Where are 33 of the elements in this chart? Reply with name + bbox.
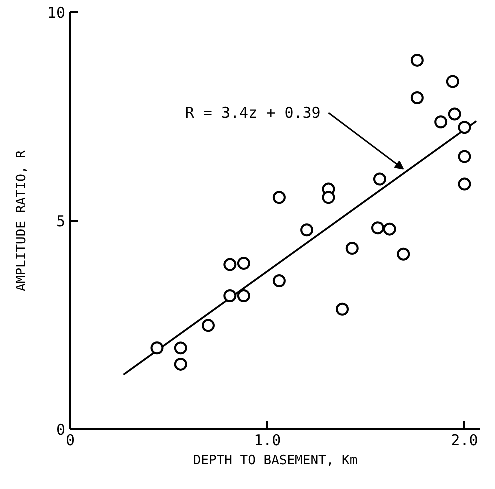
point xyxy=(458,150,472,164)
point xyxy=(224,258,237,272)
point xyxy=(410,91,424,104)
point xyxy=(237,257,250,270)
point xyxy=(458,121,472,134)
point xyxy=(410,54,424,67)
point xyxy=(446,75,460,88)
point xyxy=(458,178,472,191)
point xyxy=(397,248,410,261)
y-axis-title: AMPLITUDE RATIO, R xyxy=(14,150,30,292)
point xyxy=(372,222,384,235)
annotation: R = 3.4z + 0.39 xyxy=(185,104,321,122)
point xyxy=(237,290,250,303)
point xyxy=(174,342,188,355)
point xyxy=(346,242,359,256)
point xyxy=(322,191,336,204)
point xyxy=(336,302,350,316)
point xyxy=(448,108,462,121)
point xyxy=(300,224,314,237)
point xyxy=(272,191,286,204)
point xyxy=(174,358,188,371)
x-axis-title: DEPTH TO BASEMENT, Km xyxy=(193,454,358,468)
y-tick-label: 10 xyxy=(47,4,66,22)
point xyxy=(150,342,164,355)
x-tick-label: 1.0 xyxy=(254,432,282,450)
y-tick-label: 5 xyxy=(56,212,66,230)
point xyxy=(202,319,215,332)
point xyxy=(373,172,386,186)
point xyxy=(383,222,396,236)
x-tick-label: 2.0 xyxy=(451,432,478,450)
point xyxy=(224,290,237,303)
point xyxy=(272,274,286,288)
point xyxy=(434,116,448,129)
